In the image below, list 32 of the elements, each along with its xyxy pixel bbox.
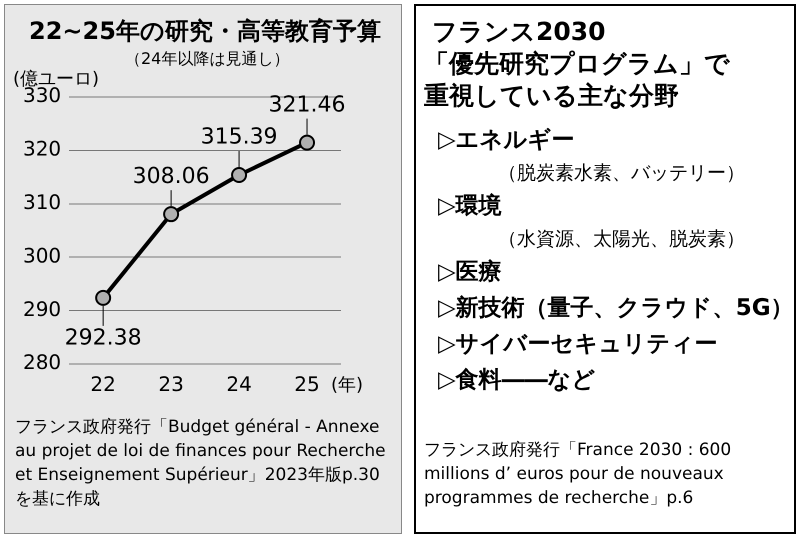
point xyxy=(299,134,316,151)
y-tick-label: 290 xyxy=(22,296,62,321)
data-label: 308.06 xyxy=(132,164,210,189)
text: 「優先研究プログラム」で重視している主な分野 xyxy=(424,48,731,112)
text: フランス政府発行「France 2030 : 600 millions d’ euros pour de nouveaux programmes de recherche」p.6 xyxy=(424,439,732,510)
x-tick-label: 24 xyxy=(226,372,252,396)
text: （脱炭素水素、バッテリー） xyxy=(498,161,746,186)
text: ▷環境 xyxy=(438,192,503,221)
text: ▷エネルギー xyxy=(438,126,576,155)
text: フランス2030 xyxy=(432,16,607,48)
y-tick-label: 300 xyxy=(22,243,62,268)
y-tick-label: 320 xyxy=(22,136,62,161)
text: ▷新技術（量子、クラウド、5G） xyxy=(438,294,794,323)
point xyxy=(95,290,112,306)
data-label: 292.38 xyxy=(64,326,142,351)
text: フランス政府発行「Budget général - Annexe au projet de loi de finances pour Recherche et Enseignement Supérieur」2023年版p.30を基に作成 xyxy=(15,416,387,511)
y-tick-label: 310 xyxy=(22,190,62,214)
text: ▷サイバーセキュリティー xyxy=(438,330,719,359)
x-tick-label: 22 xyxy=(90,372,116,396)
x-axis-title: (年) xyxy=(331,374,364,396)
text: （水資源、太陽光、脱炭素） xyxy=(498,227,746,252)
chart-title: 22~25年の研究・高等教育予算 xyxy=(29,16,382,47)
text: ▷医療 xyxy=(438,258,503,287)
point xyxy=(231,167,248,184)
x-tick-label: 23 xyxy=(158,372,184,396)
data-label: 321.46 xyxy=(268,92,346,118)
x-tick-label: 25 xyxy=(294,372,320,396)
y-tick-label: 280 xyxy=(22,350,62,374)
data-label: 315.39 xyxy=(200,124,278,150)
point xyxy=(163,206,180,222)
chart-subtitle: （24年以降は見通し） xyxy=(125,49,290,70)
text: ▷食料――など xyxy=(438,366,597,395)
